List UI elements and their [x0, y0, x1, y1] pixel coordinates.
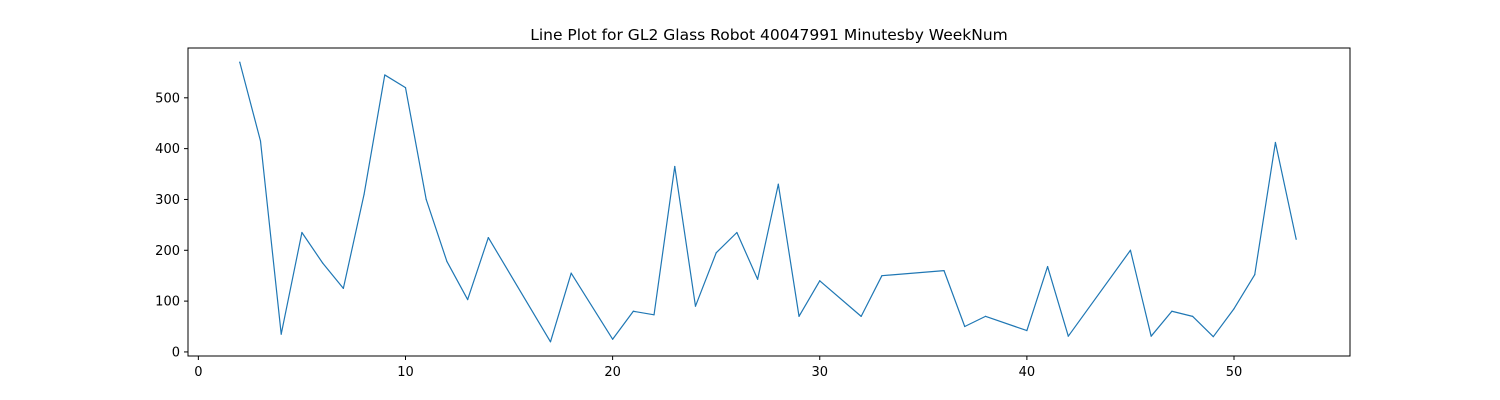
data-point [1046, 265, 1049, 268]
data-point [549, 341, 552, 343]
data-point [425, 198, 427, 201]
data-point [322, 262, 324, 264]
data-point [363, 193, 365, 195]
data-point [467, 298, 469, 301]
x-tick-label: 30 [811, 365, 828, 380]
data-point [777, 183, 779, 185]
plot-area [239, 61, 1297, 343]
series-line [239, 61, 1297, 343]
data-point [1129, 249, 1132, 251]
data-point [1212, 336, 1214, 338]
x-tick-label: 50 [1226, 365, 1243, 380]
data-point [612, 338, 614, 340]
data-point [342, 287, 344, 290]
data-point [1026, 329, 1028, 332]
data-point [1150, 335, 1152, 337]
chart-title: Line Plot for GL2 Glass Robot 40047991 M… [530, 26, 1008, 44]
data-point [1171, 310, 1173, 312]
data-point [1067, 335, 1069, 337]
data-point [964, 325, 966, 328]
data-point [487, 236, 489, 239]
y-tick-label: 100 [155, 295, 180, 310]
data-point [674, 165, 676, 168]
data-point [736, 231, 738, 234]
data-point [404, 87, 407, 89]
data-point [1233, 308, 1235, 310]
data-point [384, 74, 386, 76]
data-point [653, 314, 655, 316]
data-point [860, 315, 862, 317]
y-tick-label: 200 [155, 244, 180, 259]
data-point [280, 333, 282, 335]
data-point [984, 315, 987, 317]
data-point [819, 280, 821, 282]
data-point [943, 270, 945, 272]
data-point [570, 272, 572, 274]
y-tick-label: 300 [155, 193, 180, 208]
data-point [1254, 274, 1256, 276]
data-point [1191, 315, 1194, 317]
x-tick-label: 0 [194, 365, 202, 380]
data-point [446, 260, 448, 263]
x-tick-label: 10 [397, 365, 414, 380]
data-point [1295, 238, 1297, 240]
data-point [881, 275, 883, 277]
data-point [715, 252, 717, 254]
y-tick-label: 400 [155, 142, 180, 157]
axes-frame [187, 47, 1351, 357]
y-tick-label: 500 [155, 91, 180, 106]
data-point [301, 231, 303, 234]
data-point [239, 61, 241, 63]
data-point [694, 305, 697, 307]
data-point [798, 315, 800, 317]
data-point [632, 310, 634, 312]
x-tick-label: 40 [1019, 365, 1036, 380]
x-tick-label: 20 [604, 365, 621, 380]
data-point [1274, 141, 1277, 144]
data-point [757, 278, 759, 280]
data-point [259, 140, 262, 142]
y-tick-label: 0 [172, 345, 180, 360]
